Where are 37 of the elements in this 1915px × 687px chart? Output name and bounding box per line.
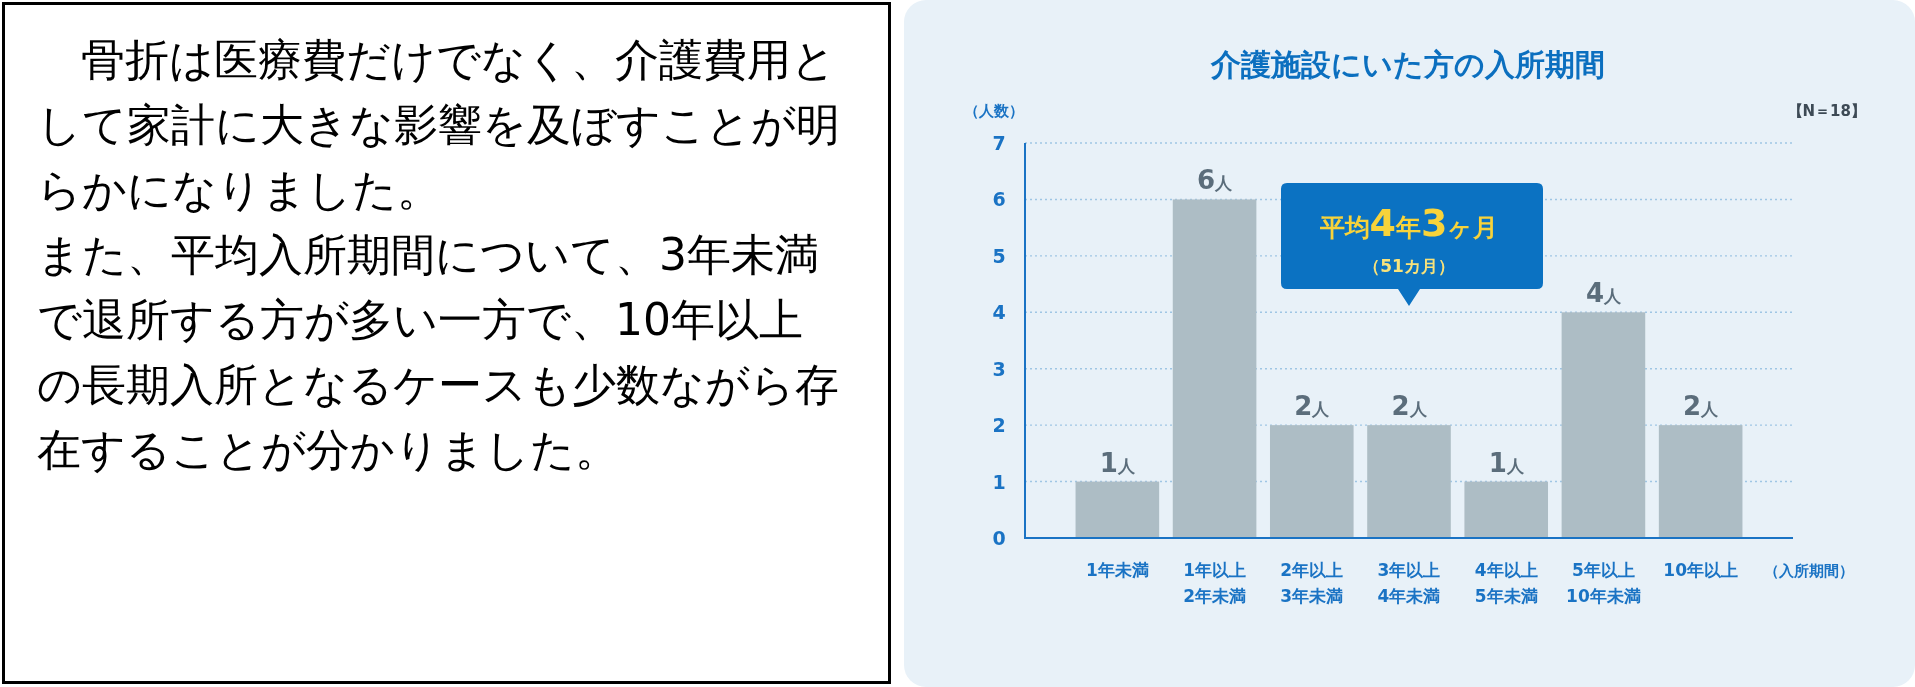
data-label: 2人	[1683, 391, 1720, 422]
y-tick-label: 7	[992, 132, 1006, 154]
bar	[1075, 481, 1160, 538]
data-label: 1人	[1099, 447, 1136, 478]
y-tick-label: 6	[992, 188, 1006, 211]
x-tick-label: 10年以上	[1663, 560, 1738, 580]
data-label: 4人	[1585, 278, 1622, 309]
x-tick-label: 5年以上 10年未満	[1566, 560, 1641, 606]
text: また、平均入所期間について、3年未満で退所する方が多い一方で、10年以上の長期入所となるケースも少数ながら存在することが分かりました。	[37, 228, 840, 477]
bar	[1269, 425, 1354, 538]
x-tick-label: 2年以上 3年未満	[1280, 560, 1344, 606]
x-tick-label: 1年以上 2年未満	[1183, 560, 1246, 606]
y-tick-label: 0	[992, 527, 1006, 549]
text: 骨折は医療費だけでなく、介護費用として家計に大きな影響を及ぼすことが明らかになりました。	[37, 33, 841, 217]
y-tick-label: 3	[992, 357, 1006, 380]
data-label: 2人	[1294, 391, 1331, 422]
bar	[1367, 425, 1451, 538]
text: 【N＝18】	[1787, 102, 1866, 120]
y-tick-label: 1	[992, 470, 1006, 493]
y-tick-label: 4	[992, 301, 1006, 324]
x-tick-label: 1年未満	[1085, 560, 1149, 580]
annotation: （51カ月）	[1363, 256, 1455, 276]
y-tick-label: 5	[992, 244, 1006, 267]
bar	[1172, 199, 1257, 538]
x-tick-label: 3年以上 4年未満	[1377, 560, 1441, 606]
chart-title: 介護施設にいた方の入所期間	[1210, 47, 1605, 82]
bar	[1464, 481, 1549, 538]
data-label: 6人	[1197, 165, 1234, 196]
annotation: 平均4年3ヶ月	[1318, 201, 1499, 245]
bar	[1561, 312, 1646, 538]
bar	[1658, 425, 1743, 538]
x-tick-label: 4年以上 5年未満	[1474, 560, 1538, 606]
y-axis-title: （人数）	[964, 102, 1024, 120]
y-tick-label: 2	[992, 414, 1006, 437]
data-label: 2人	[1391, 391, 1428, 422]
x-axis-title: （入所期間）	[1764, 562, 1854, 580]
data-label: 1人	[1488, 447, 1525, 478]
